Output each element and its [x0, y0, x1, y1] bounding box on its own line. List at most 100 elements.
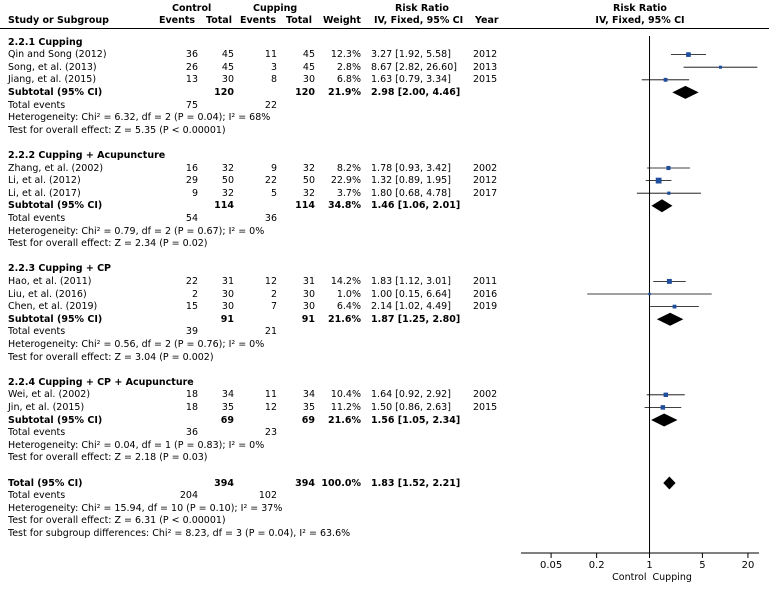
- cell-ut: 394: [295, 477, 315, 489]
- cell-rr: 1.50 [0.86, 2.63]: [371, 401, 451, 413]
- cell-ce: [152, 313, 198, 326]
- cell-ce: 26: [185, 61, 198, 73]
- cell-ue: 36: [264, 212, 277, 224]
- cell-rr: 1.83 [1.52, 2.21]: [371, 477, 461, 489]
- header-control: Control: [172, 3, 212, 14]
- row-label: Total events: [8, 490, 66, 502]
- cell-ue: 2: [270, 288, 277, 300]
- cell-year: 2015: [473, 401, 498, 413]
- cell-ce: [152, 414, 198, 427]
- row-label: Heterogeneity: Chi² = 0.56, df = 2 (P = …: [8, 338, 265, 350]
- cell-rr: 1.64 [0.92, 2.92]: [371, 389, 451, 401]
- cell-ue: 21: [264, 326, 277, 338]
- study-point: [648, 292, 651, 296]
- cell-ct: 120: [214, 86, 234, 98]
- table-row: Jin, et al. (2015) 18 35 12 35 11.2% 1.50 [0.8…: [0, 401, 505, 414]
- cell-year: 2011: [473, 275, 498, 287]
- header-risk-ratio: Risk Ratio: [395, 3, 449, 14]
- cell-w: 34.8%: [328, 200, 361, 212]
- row-label: Subtotal (95% CI): [8, 414, 103, 426]
- table-row: Liu, et al. (2016) 2 30 2 30 1.0% 1.00 [0.15, …: [0, 288, 505, 301]
- cell-year: 2013: [473, 61, 498, 73]
- cell-ut: 45: [302, 61, 315, 73]
- table-row: Qin and Song (2012) 36 45 11 45 12.3% 3.27 [1.…: [0, 48, 505, 61]
- table-row: Heterogeneity: Chi² = 15.94, df = 10 (P …: [0, 502, 505, 515]
- cell-ce: 36: [185, 49, 198, 61]
- row-label: Li, et al. (2012): [8, 175, 81, 187]
- cell-ct: 30: [221, 288, 234, 300]
- cell-ue: 11: [264, 389, 277, 401]
- header-study: Study or Subgroup: [8, 15, 109, 26]
- forest-table: Control Cupping Risk Ratio Study or Subg…: [0, 3, 505, 539]
- row-label: Chen, et al. (2019): [8, 301, 98, 313]
- cell-rr: 1.78 [0.93, 3.42]: [371, 162, 451, 174]
- cell-ut: 31: [302, 275, 315, 287]
- plot-method: IV, Fixed, 95% CI: [595, 15, 684, 26]
- row-label: Total events: [8, 212, 66, 224]
- cell-ue: [232, 414, 277, 427]
- header-rr-method: IV, Fixed, 95% CI: [374, 15, 464, 26]
- cell-ce: 18: [185, 389, 198, 401]
- cell-ct: 50: [221, 175, 234, 187]
- table-row: Hao, et al. (2011) 22 31 12 31 14.2% 1.83 [1.1…: [0, 275, 505, 288]
- header-cupping-events: Events: [240, 15, 277, 26]
- cell-ue: 8: [270, 74, 277, 86]
- table-row: Total events 54 36: [0, 212, 505, 225]
- cell-rr: 1.63 [0.79, 3.34]: [371, 74, 451, 86]
- cell-ce: [152, 86, 198, 99]
- cell-ue: [232, 199, 277, 212]
- study-point: [672, 304, 677, 309]
- row-label: Qin and Song (2012): [8, 49, 107, 61]
- x-label-control: Control: [612, 572, 646, 583]
- cell-ut: 30: [302, 301, 315, 313]
- cell-ut: 50: [302, 175, 315, 187]
- row-label: 2.2.2 Cupping + Acupuncture: [8, 149, 166, 161]
- cell-ce: 54: [185, 212, 198, 224]
- cell-w: 21.6%: [328, 414, 361, 426]
- subtotal-diamond: [672, 85, 699, 99]
- cell-ue: 22: [264, 99, 277, 111]
- row-label: Total events: [8, 99, 66, 111]
- study-point: [718, 65, 722, 69]
- header-cupping-total: Total: [286, 15, 312, 26]
- subtotal-diamond: [651, 413, 678, 427]
- cell-ue: 11: [264, 49, 277, 61]
- cell-rr: 8.67 [2.82, 26.60]: [371, 61, 457, 73]
- cell-w: 10.4%: [330, 389, 361, 401]
- cell-w: 11.2%: [330, 401, 361, 413]
- cell-rr: 1.87 [1.25, 2.80]: [371, 313, 461, 325]
- cell-year: [473, 86, 503, 99]
- cell-rr: 2.98 [2.00, 4.46]: [371, 86, 461, 98]
- cell-rr: 1.00 [0.15, 6.64]: [371, 288, 451, 300]
- cell-year: 2019: [473, 301, 498, 313]
- table-row: Test for overall effect: Z = 2.18 (P = 0…: [0, 451, 505, 464]
- row-label: 2.2.4 Cupping + CP + Acupuncture: [8, 376, 194, 388]
- total-diamond: [663, 476, 676, 490]
- cell-ut: 114: [295, 200, 315, 212]
- row-label: Liu, et al. (2016): [8, 288, 87, 300]
- table-row: Test for overall effect: Z = 6.31 (P < 0…: [0, 514, 505, 527]
- subtotal-diamond: [651, 199, 673, 213]
- cell-ue: 3: [270, 61, 277, 73]
- cell-ce: [152, 477, 198, 490]
- table-row: Li, et al. (2017) 9 32 5 32 3.7% 1.80 [0.68, 4…: [0, 187, 505, 200]
- cell-rr: 1.56 [1.05, 2.34]: [371, 414, 461, 426]
- table-row: Chen, et al. (2019) 15 30 7 30 6.4% 2.14 [1.02…: [0, 300, 505, 313]
- cell-ct: 30: [221, 74, 234, 86]
- row-label: Subtotal (95% CI): [8, 86, 103, 98]
- cell-w: 8.2%: [336, 162, 361, 174]
- cell-w: 21.6%: [328, 313, 361, 325]
- cell-ut: 45: [302, 49, 315, 61]
- study-point: [666, 165, 671, 171]
- cell-ut: 32: [302, 187, 315, 199]
- header-divider: [0, 28, 769, 29]
- table-row: Subtotal (95% CI) 69 69 21.6% 1.56 [1.05, 2.…: [0, 414, 505, 427]
- row-label: Hao, et al. (2011): [8, 275, 92, 287]
- table-row: Zhang, et al. (2002) 16 32 9 32 8.2% 1.78 [0.9…: [0, 162, 505, 175]
- cell-ue: [232, 313, 277, 326]
- row-label: Test for overall effect: Z = 6.31 (P < 0…: [8, 515, 226, 527]
- table-row: Li, et al. (2012) 29 50 22 50 22.9% 1.32 [0.89…: [0, 174, 505, 187]
- row-label: Test for subgroup differences: Chi² = 8.…: [8, 527, 351, 539]
- cell-w: 2.8%: [336, 61, 361, 73]
- cell-rr: 2.14 [1.02, 4.49]: [371, 301, 451, 313]
